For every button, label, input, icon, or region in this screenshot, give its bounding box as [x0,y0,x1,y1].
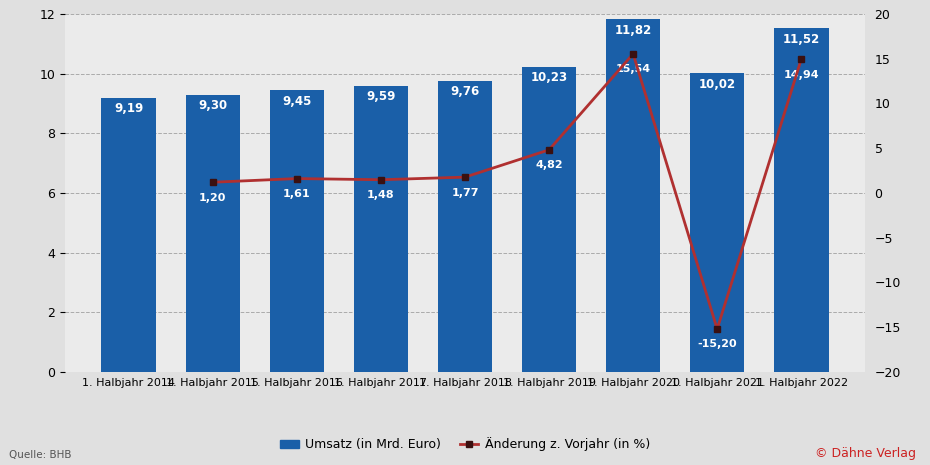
Text: 10,23: 10,23 [530,71,567,84]
Text: © Dähne Verlag: © Dähne Verlag [815,447,916,460]
Bar [185,94,240,372]
Bar [270,90,325,372]
Text: 4,82: 4,82 [536,160,563,170]
Text: -15,20: -15,20 [698,339,737,350]
Text: 9,30: 9,30 [198,99,228,112]
Text: 10,02: 10,02 [698,78,736,91]
Bar [438,81,492,372]
Text: Quelle: BHB: Quelle: BHB [9,450,72,460]
Text: 1,48: 1,48 [367,190,394,200]
Bar [605,20,660,372]
Text: 9,19: 9,19 [114,102,143,115]
Bar [774,28,829,372]
Bar [690,73,745,372]
Text: 14,94: 14,94 [783,70,819,80]
Text: 1,61: 1,61 [283,189,311,199]
Text: 11,52: 11,52 [783,33,820,46]
Text: 1,77: 1,77 [451,187,479,198]
Bar [353,86,408,372]
Text: 9,59: 9,59 [366,90,395,103]
Text: 11,82: 11,82 [615,24,652,37]
Text: 9,76: 9,76 [450,85,480,98]
Bar [522,67,577,372]
Text: 15,54: 15,54 [616,64,651,74]
Bar [101,98,156,372]
Text: 1,20: 1,20 [199,193,227,203]
Legend: Umsatz (in Mrd. Euro), Änderung z. Vorjahr (in %): Umsatz (in Mrd. Euro), Änderung z. Vorja… [275,432,655,457]
Text: 9,45: 9,45 [282,94,312,107]
